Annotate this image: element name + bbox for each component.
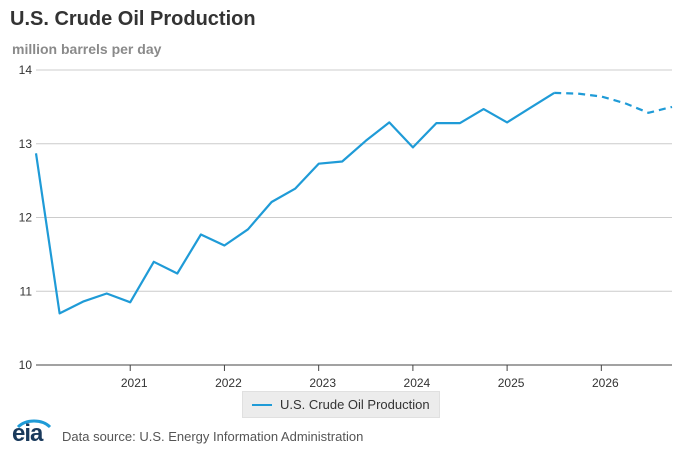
x-tick-label: 2021 — [121, 376, 148, 390]
eia-logo-text: eia — [12, 420, 43, 447]
eia-logo-arc — [16, 419, 52, 429]
y-tick-label: 12 — [19, 211, 33, 225]
grid-lines — [36, 69, 672, 366]
y-tick-label: 14 — [19, 63, 33, 77]
legend-label: U.S. Crude Oil Production — [280, 397, 430, 412]
y-axis-unit-label: million barrels per day — [12, 41, 162, 57]
y-axis-ticks: 10 11 12 13 14 — [19, 63, 33, 372]
series-lines — [34, 91, 673, 315]
eia-logo-icon[interactable]: eia — [12, 418, 52, 448]
x-tick-label: 2024 — [404, 376, 431, 390]
x-tick-label: 2025 — [498, 376, 525, 390]
y-tick-label: 10 — [19, 358, 33, 372]
y-tick-label: 13 — [19, 137, 33, 151]
x-axis-ticks: 2021 2022 2023 2024 2025 2026 — [121, 365, 619, 390]
forecast-series-line[interactable] — [554, 91, 673, 114]
x-tick-label: 2026 — [592, 376, 619, 390]
data-source-text: Data source: U.S. Energy Information Adm… — [62, 428, 364, 444]
x-tick-label: 2023 — [309, 376, 336, 390]
x-tick-label: 2022 — [215, 376, 242, 390]
y-tick-label: 11 — [20, 284, 33, 298]
chart-legend[interactable]: U.S. Crude Oil Production — [242, 391, 440, 418]
footer: eia Data source: U.S. Energy Information… — [12, 418, 363, 448]
chart-title: U.S. Crude Oil Production — [10, 8, 256, 30]
legend-swatch — [252, 403, 272, 406]
history-series-line[interactable] — [34, 91, 555, 315]
